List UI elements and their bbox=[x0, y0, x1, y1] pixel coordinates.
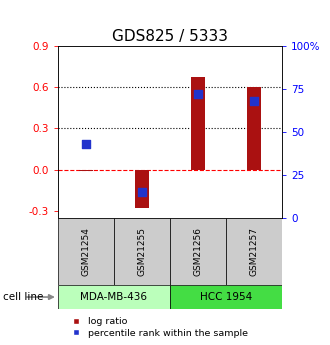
Text: MDA-MB-436: MDA-MB-436 bbox=[80, 292, 148, 302]
Text: GSM21257: GSM21257 bbox=[249, 227, 259, 276]
Bar bbox=[79, 170, 93, 171]
Bar bbox=[191, 77, 205, 170]
Legend: log ratio, percentile rank within the sample: log ratio, percentile rank within the sa… bbox=[63, 314, 252, 342]
Bar bbox=[114, 218, 170, 285]
Bar bbox=[135, 170, 149, 208]
Title: GDS825 / 5333: GDS825 / 5333 bbox=[112, 29, 228, 45]
Bar bbox=[226, 218, 282, 285]
Bar bbox=[58, 218, 114, 285]
Bar bbox=[247, 87, 261, 170]
Point bbox=[195, 91, 201, 97]
Text: GSM21254: GSM21254 bbox=[81, 227, 90, 276]
Bar bbox=[170, 285, 282, 309]
Bar bbox=[170, 218, 226, 285]
Point bbox=[83, 141, 88, 147]
Point bbox=[139, 189, 145, 195]
Text: GSM21255: GSM21255 bbox=[137, 227, 147, 276]
Point bbox=[251, 98, 257, 104]
Bar bbox=[58, 285, 170, 309]
Text: GSM21256: GSM21256 bbox=[193, 227, 203, 276]
Text: cell line: cell line bbox=[3, 292, 44, 302]
Text: HCC 1954: HCC 1954 bbox=[200, 292, 252, 302]
